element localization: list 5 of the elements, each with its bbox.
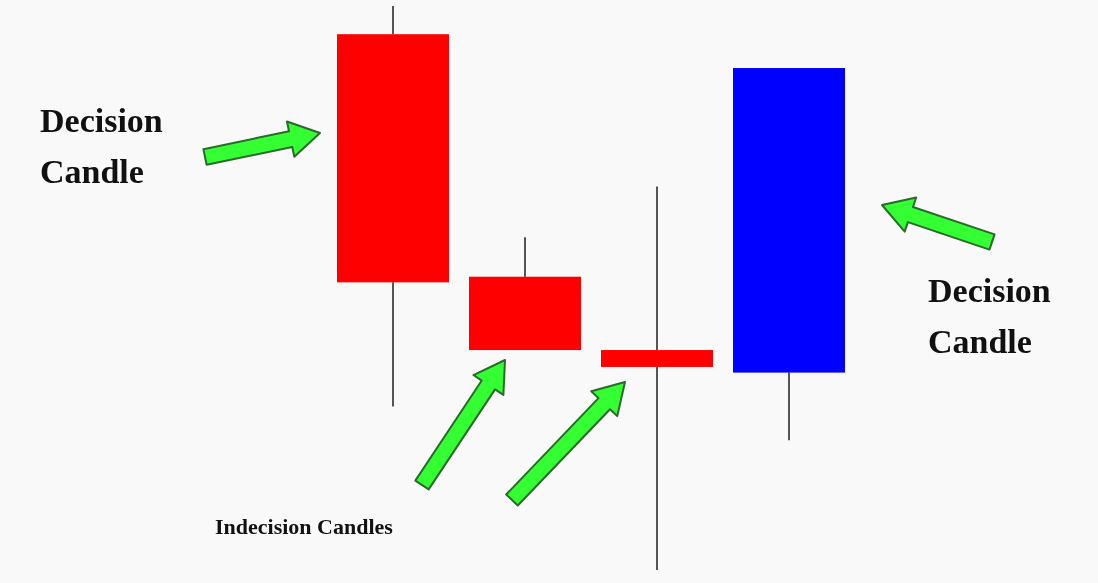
candlestick: [337, 6, 449, 408]
annotation: Indecision Candles: [215, 513, 394, 541]
candlestick: [601, 185, 713, 570]
text: Decision Candle: [40, 101, 164, 192]
text: Decision Candle: [928, 271, 1052, 362]
